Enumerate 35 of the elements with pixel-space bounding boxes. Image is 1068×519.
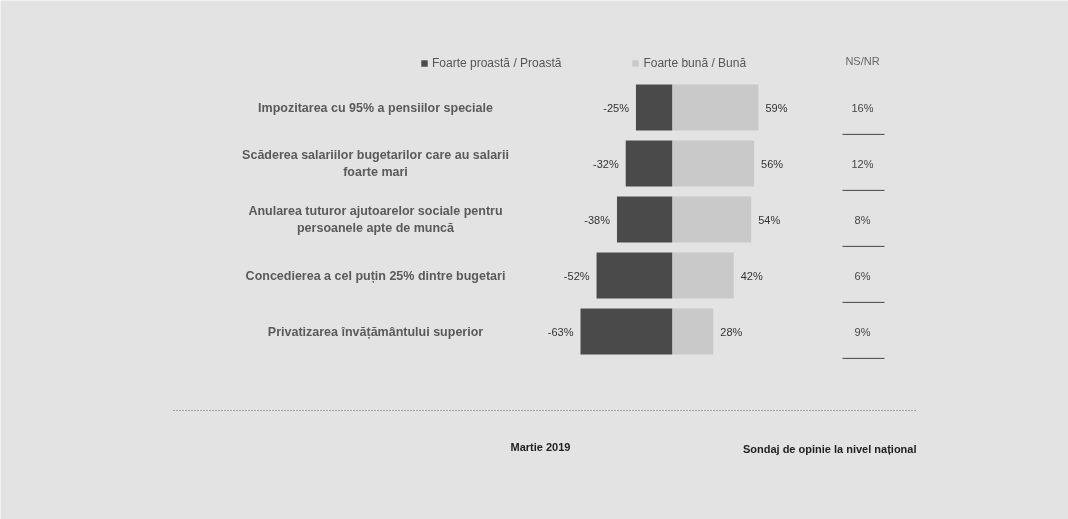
y-tick-label: Anularea tuturor ajutoarelor sociale pentru persoanele apte de muncă xyxy=(248,204,503,235)
bar xyxy=(672,308,714,355)
bar xyxy=(672,84,759,131)
bar xyxy=(672,140,755,187)
text: 9% xyxy=(854,325,871,338)
data-label: 42% xyxy=(740,269,763,282)
data-label: -63% xyxy=(547,325,574,338)
text: NS/NR xyxy=(845,54,880,67)
legend-label: Foarte proastă / Proastă xyxy=(432,56,562,70)
bar xyxy=(596,252,673,299)
data-label: -32% xyxy=(593,157,619,170)
data-label: 28% xyxy=(720,325,743,338)
data-label: -52% xyxy=(563,269,590,282)
text: 12% xyxy=(851,157,874,170)
data-label: -38% xyxy=(584,213,611,226)
text: Martie 2019 xyxy=(510,440,571,453)
y-tick-label: Scăderea salariilor bugetarilor care au salarii foarte mari xyxy=(242,148,509,179)
y-tick-label: Concedierea a cel puțin 25% dintre bugetari xyxy=(245,268,506,283)
text: Sondaj de opinie la nivel național xyxy=(742,442,917,455)
y-tick-label: Impozitarea cu 95% a pensiilor speciale xyxy=(258,100,493,115)
text: 6% xyxy=(854,269,871,282)
legend-label: Foarte bună / Bună xyxy=(643,56,747,70)
bar xyxy=(580,308,673,355)
text: 8% xyxy=(854,213,871,226)
y-tick-label: Privatizarea învățământului superior xyxy=(267,324,484,339)
bar xyxy=(616,196,673,243)
bar xyxy=(672,196,752,243)
data-label: -25% xyxy=(603,101,630,114)
data-label: 59% xyxy=(765,101,788,114)
data-label: 56% xyxy=(761,157,784,170)
data-label: 54% xyxy=(758,213,781,226)
bar xyxy=(672,252,734,299)
text: 16% xyxy=(851,101,874,114)
bar xyxy=(635,84,673,131)
bar xyxy=(625,140,673,187)
